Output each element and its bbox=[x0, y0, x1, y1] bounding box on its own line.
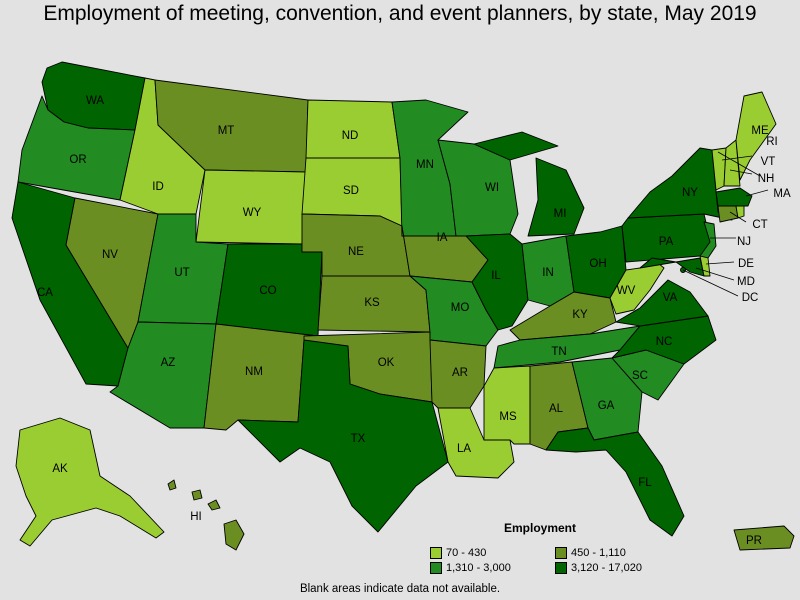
state-label-ny: NY bbox=[682, 187, 698, 199]
footnote: Blank areas indicate data not available. bbox=[299, 583, 501, 595]
state-label-hi: HI bbox=[190, 511, 202, 523]
state-me[interactable] bbox=[735, 91, 777, 181]
state-label-mi: MI bbox=[554, 208, 567, 220]
state-label-tx: TX bbox=[351, 433, 366, 445]
state-label-nd: ND bbox=[342, 130, 359, 142]
state-label-dc: DC bbox=[742, 292, 759, 304]
state-label-la: LA bbox=[457, 443, 471, 455]
legend-swatch bbox=[430, 562, 442, 574]
state-label-ga: GA bbox=[598, 400, 615, 412]
state-label-de: DE bbox=[738, 258, 754, 270]
state-label-ms: MS bbox=[499, 411, 517, 423]
state-label-mt: MT bbox=[218, 125, 235, 137]
state-ma[interactable] bbox=[715, 187, 753, 207]
state-label-nm: NM bbox=[245, 366, 263, 378]
state-label-sc: SC bbox=[632, 370, 648, 382]
state-label-ia: IA bbox=[437, 232, 448, 244]
state-ri[interactable] bbox=[735, 205, 745, 219]
state-tx[interactable] bbox=[237, 339, 449, 533]
state-fl[interactable] bbox=[545, 427, 685, 537]
state-label-ok: OK bbox=[378, 357, 395, 369]
state-label-me: ME bbox=[751, 125, 769, 137]
state-label-id: ID bbox=[152, 181, 164, 193]
state-label-ca: CA bbox=[37, 287, 53, 299]
legend-label: 1,310 - 3,000 bbox=[446, 562, 511, 574]
state-label-wy: WY bbox=[243, 207, 262, 219]
state-va[interactable] bbox=[615, 279, 709, 327]
state-label-ma: MA bbox=[773, 188, 791, 200]
legend-item-bin-4: 3,120 - 17,020 bbox=[555, 562, 642, 574]
state-nh[interactable] bbox=[723, 139, 741, 187]
state-label-nv: NV bbox=[102, 249, 118, 261]
state-ct[interactable] bbox=[717, 205, 739, 223]
state-label-or: OR bbox=[69, 154, 86, 166]
state-label-az: AZ bbox=[161, 357, 176, 369]
state-il[interactable] bbox=[465, 233, 529, 331]
state-label-ct: CT bbox=[752, 219, 767, 231]
state-label-al: AL bbox=[549, 403, 564, 415]
state-label-tn: TN bbox=[551, 346, 566, 358]
state-nd[interactable] bbox=[305, 99, 401, 159]
state-ak[interactable] bbox=[15, 417, 165, 547]
legend-label: 3,120 - 17,020 bbox=[571, 562, 642, 574]
legend-swatch bbox=[555, 562, 567, 574]
label-leader-lines bbox=[682, 151, 769, 297]
state-label-vt: VT bbox=[761, 156, 776, 168]
state-de[interactable] bbox=[699, 255, 711, 277]
legend-item-bin-1: 70 - 430 bbox=[430, 547, 486, 559]
state-label-il: IL bbox=[491, 270, 501, 282]
state-la[interactable] bbox=[437, 407, 515, 479]
state-label-ak: AK bbox=[52, 463, 68, 475]
legend-label: 70 - 430 bbox=[446, 547, 487, 559]
state-label-sd: SD bbox=[343, 185, 359, 197]
state-ms[interactable] bbox=[483, 365, 531, 445]
state-label-nc: NC bbox=[656, 336, 673, 348]
state-label-ut: UT bbox=[174, 267, 189, 279]
state-label-pr: PR bbox=[746, 535, 762, 547]
state-label-ks: KS bbox=[364, 297, 380, 309]
state-label-wv: WV bbox=[617, 285, 636, 297]
state-label-pa: PA bbox=[659, 236, 674, 248]
state-pr[interactable] bbox=[733, 525, 795, 551]
state-label-md: MD bbox=[737, 276, 755, 288]
state-label-va: VA bbox=[663, 292, 678, 304]
state-mi[interactable] bbox=[473, 131, 585, 237]
state-label-oh: OH bbox=[589, 258, 606, 270]
state-label-in: IN bbox=[542, 267, 554, 279]
legend-label: 450 - 1,110 bbox=[571, 547, 626, 559]
state-label-wi: WI bbox=[485, 182, 499, 194]
state-label-ky: KY bbox=[572, 309, 588, 321]
state-label-wa: WA bbox=[86, 95, 104, 107]
state-label-nh: NH bbox=[758, 173, 775, 185]
legend-item-bin-2: 450 - 1,110 bbox=[555, 547, 626, 559]
state-label-co: CO bbox=[259, 285, 276, 297]
state-label-ne: NE bbox=[348, 246, 364, 258]
legend-item-bin-3: 1,310 - 3,000 bbox=[430, 562, 511, 574]
state-label-mn: MN bbox=[416, 159, 434, 171]
state-hi[interactable] bbox=[167, 479, 245, 551]
legend-swatch bbox=[555, 547, 567, 559]
legend-swatch bbox=[430, 547, 442, 559]
state-wv[interactable] bbox=[609, 257, 665, 315]
state-label-ar: AR bbox=[452, 367, 468, 379]
legend-title: Employment bbox=[504, 521, 577, 535]
state-label-mo: MO bbox=[451, 302, 470, 314]
page-title: Employment of meeting, convention, and e… bbox=[43, 2, 757, 25]
state-label-nj: NJ bbox=[737, 236, 751, 248]
state-label-ri: RI bbox=[766, 136, 778, 148]
state-label-fl: FL bbox=[638, 477, 652, 489]
